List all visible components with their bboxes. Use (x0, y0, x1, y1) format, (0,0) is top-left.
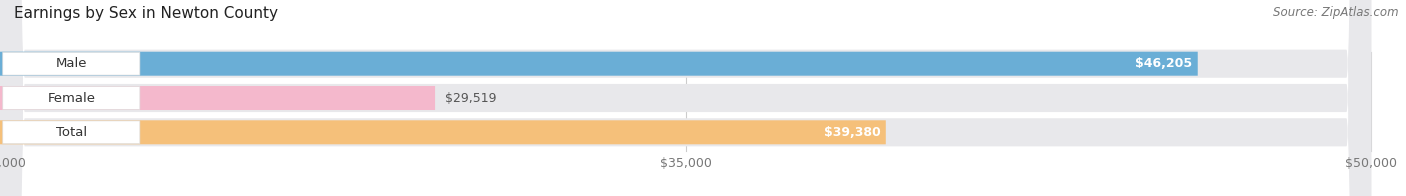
Text: Earnings by Sex in Newton County: Earnings by Sex in Newton County (14, 6, 278, 21)
Text: $46,205: $46,205 (1135, 57, 1192, 70)
FancyBboxPatch shape (0, 0, 1371, 196)
Text: Female: Female (48, 92, 96, 104)
FancyBboxPatch shape (0, 52, 1198, 76)
Text: Source: ZipAtlas.com: Source: ZipAtlas.com (1274, 6, 1399, 19)
FancyBboxPatch shape (3, 52, 139, 75)
Text: $39,380: $39,380 (824, 126, 880, 139)
FancyBboxPatch shape (3, 121, 139, 144)
FancyBboxPatch shape (0, 86, 434, 110)
FancyBboxPatch shape (0, 0, 1371, 196)
Text: $29,519: $29,519 (444, 92, 496, 104)
Text: Total: Total (56, 126, 87, 139)
FancyBboxPatch shape (3, 87, 139, 109)
FancyBboxPatch shape (0, 120, 886, 144)
Text: Male: Male (56, 57, 87, 70)
FancyBboxPatch shape (0, 0, 1371, 196)
